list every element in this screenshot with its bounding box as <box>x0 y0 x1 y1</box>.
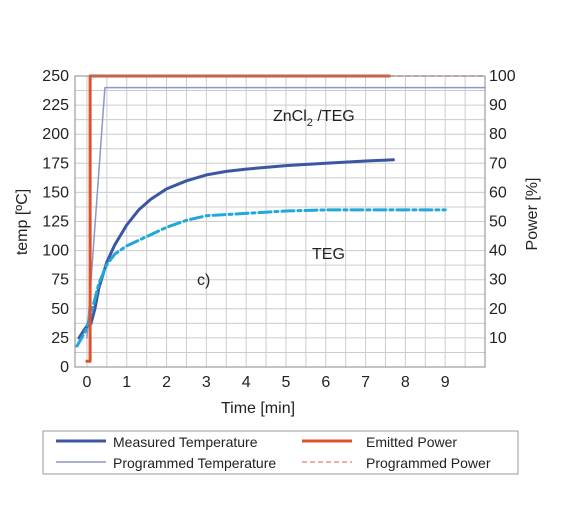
annotation-teg: TEG <box>312 246 345 263</box>
y-tick-label: 100 <box>42 243 69 260</box>
annotation-zncl2-rest: /TEG <box>313 108 355 125</box>
y-axis-label: temp [ºC] <box>14 189 31 255</box>
x-tick-label: 0 <box>82 374 91 391</box>
y2-tick-label: 50 <box>489 214 507 231</box>
annotation-zncl2-main: ZnCl <box>273 108 307 125</box>
legend-label-emitted-power: Emitted Power <box>366 434 457 450</box>
y2-tick-label: 80 <box>489 126 507 143</box>
y2-tick-label: 40 <box>489 243 507 260</box>
y-tick-label: 0 <box>60 359 69 376</box>
x-tick-label: 5 <box>282 374 291 391</box>
annotation-zncl2-subscript: 2 <box>307 117 313 129</box>
x-tick-label: 4 <box>242 374 251 391</box>
series-teg <box>75 208 447 348</box>
y-tick-label: 125 <box>42 214 69 231</box>
series-measured-temperature <box>77 158 395 340</box>
x-tick-label: 2 <box>162 374 171 391</box>
x-axis-label: Time [min] <box>221 400 295 417</box>
x-tick-label: 3 <box>202 374 211 391</box>
y2-tick-label: 20 <box>489 301 507 318</box>
y-tick-label: 250 <box>42 68 69 85</box>
y2-tick-label: 100 <box>489 68 516 85</box>
y-tick-label: 25 <box>51 330 69 347</box>
y-tick-label: 225 <box>42 97 69 114</box>
y-tick-label: 175 <box>42 155 69 172</box>
series-programmed-temperature <box>86 86 486 339</box>
y2-tick-label: 70 <box>489 155 507 172</box>
x-tick-label: 8 <box>401 374 410 391</box>
y-tick-label: 50 <box>51 301 69 318</box>
y2-axis-label: Power [%] <box>524 178 541 251</box>
x-tick-label: 6 <box>321 374 330 391</box>
annotation-zncl2-teg: ZnCl2 /TEG <box>273 108 355 129</box>
y2-tick-label: 30 <box>489 272 507 289</box>
y-tick-label: 75 <box>51 272 69 289</box>
annotation-panel-label: c) <box>197 272 210 289</box>
x-tick-label: 1 <box>122 374 131 391</box>
y-tick-label: 200 <box>42 126 69 143</box>
legend-box <box>42 430 519 475</box>
x-tick-label: 7 <box>361 374 370 391</box>
x-tick-label: 9 <box>441 374 450 391</box>
plot-frame <box>74 75 486 368</box>
legend-label-measured-temperature: Measured Temperature <box>113 434 258 450</box>
y2-tick-label: 90 <box>489 97 507 114</box>
y-tick-label: 150 <box>42 184 69 201</box>
tick-labels: 0 1 2 3 4 5 6 7 8 9025507510012515017520022525010… <box>42 68 516 391</box>
y2-tick-label: 60 <box>489 184 507 201</box>
y2-tick-label: 10 <box>489 330 507 347</box>
legend-label-programmed-temperature: Programmed Temperature <box>113 455 276 471</box>
legend: Measured Temperature Programmed Temperat… <box>42 430 519 475</box>
legend-label-programmed-power: Programmed Power <box>366 455 491 471</box>
